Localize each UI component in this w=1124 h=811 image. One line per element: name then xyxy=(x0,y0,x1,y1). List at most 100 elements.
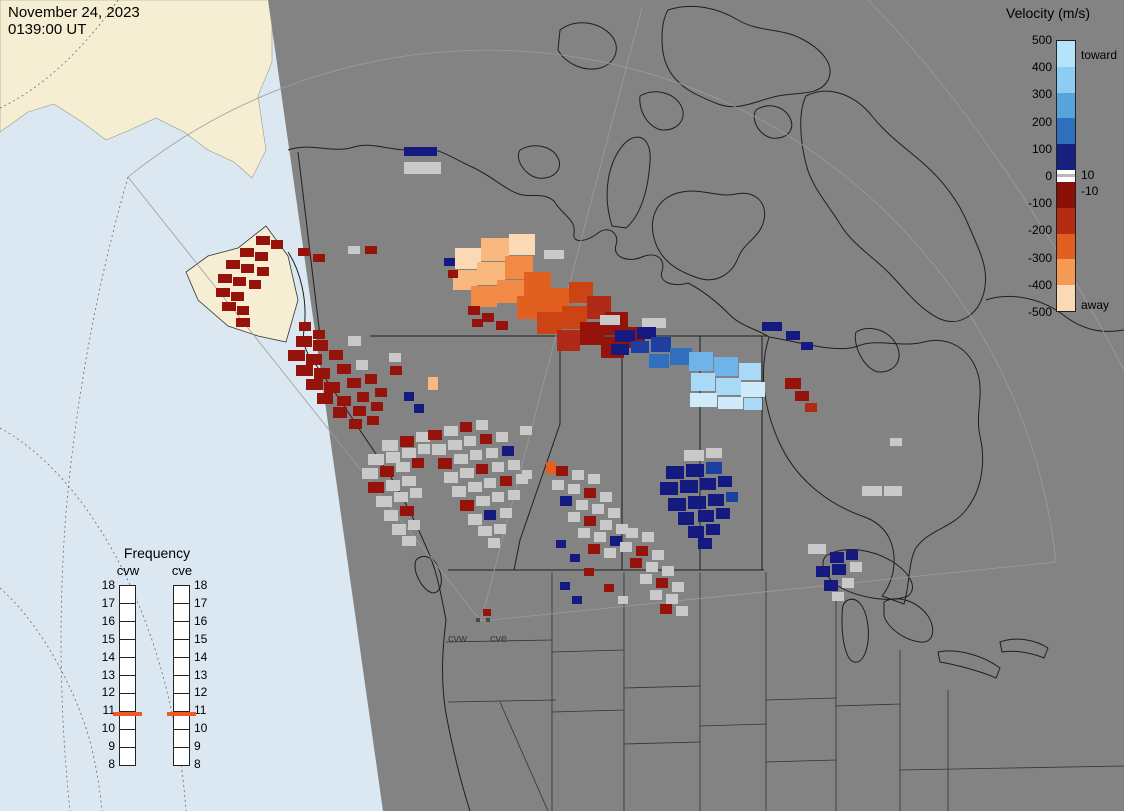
radar-cell xyxy=(313,330,325,339)
velocity-tick-label: -500 xyxy=(1027,305,1052,319)
radar-cell xyxy=(668,498,686,511)
radar-cell xyxy=(688,526,704,538)
radar-cell xyxy=(368,454,384,465)
radar-cell xyxy=(348,246,360,254)
radar-cell xyxy=(249,280,261,289)
radar-cell xyxy=(460,468,474,478)
radar-cell xyxy=(684,450,704,461)
radar-cell xyxy=(389,353,401,362)
radar-cell xyxy=(708,494,724,506)
radar-cell xyxy=(476,420,488,430)
radar-cell xyxy=(546,462,556,474)
radar-cell xyxy=(454,454,468,464)
radar-cell xyxy=(448,440,462,450)
radar-cell xyxy=(484,478,496,488)
radar-cell xyxy=(604,584,614,592)
radar-cell xyxy=(396,462,410,472)
velocity-tick-label: 100 xyxy=(1031,141,1052,156)
frequency-tick-line xyxy=(120,603,135,605)
frequency-tick-label: 10 xyxy=(101,721,115,736)
radar-cell xyxy=(568,512,580,522)
radar-cell xyxy=(718,476,732,487)
radar-cell xyxy=(337,364,351,374)
radar-cell xyxy=(400,436,414,447)
radar-cell xyxy=(444,472,458,483)
radar-cell xyxy=(808,544,826,554)
radar-cell xyxy=(762,322,782,331)
frequency-bar-cvw xyxy=(119,585,136,766)
colorbar-segment-toward xyxy=(1057,92,1075,119)
radar-cell xyxy=(471,286,497,307)
radar-cell xyxy=(594,532,606,542)
radar-cell xyxy=(786,331,800,340)
radar-site-label-cvw: cvw xyxy=(448,633,467,645)
radar-cell xyxy=(314,368,330,379)
colorbar-segment-toward xyxy=(1057,144,1075,170)
frequency-tick-line xyxy=(174,639,189,641)
frequency-tick-line xyxy=(120,639,135,641)
radar-site-marker xyxy=(486,618,490,622)
radar-cell xyxy=(884,486,902,496)
radar-cell xyxy=(718,397,743,409)
frequency-tick-line xyxy=(174,603,189,605)
radar-cell xyxy=(380,466,394,477)
radar-cell xyxy=(296,336,312,347)
radar-cell xyxy=(432,444,446,455)
frequency-column-cvw: cvw xyxy=(116,563,140,578)
radar-cell xyxy=(375,388,387,397)
radar-cell xyxy=(578,528,590,538)
timestamp: November 24, 2023 0139:00 UT xyxy=(8,4,140,38)
radar-cell xyxy=(421,147,437,156)
radar-cell xyxy=(231,292,244,301)
radar-cell xyxy=(651,337,671,352)
frequency-tick-label: 16 xyxy=(194,613,208,628)
radar-cell xyxy=(580,322,605,345)
frequency-tick-line xyxy=(120,692,135,694)
radar-cell xyxy=(832,592,844,601)
ground-scatter-band xyxy=(1057,173,1075,177)
frequency-tick-label: 12 xyxy=(194,685,208,700)
colorbar-segment-toward xyxy=(1057,66,1075,93)
radar-cell xyxy=(706,462,722,474)
radar-cell xyxy=(698,538,712,549)
frequency-tick-line xyxy=(174,728,189,730)
radar-cell xyxy=(741,382,765,397)
radar-cell xyxy=(649,354,669,368)
radar-cell xyxy=(496,321,508,330)
radar-cell xyxy=(414,404,424,413)
radar-cell xyxy=(257,267,269,276)
radar-cell xyxy=(472,319,483,327)
radar-cell xyxy=(552,480,564,490)
velocity-tick-label: 200 xyxy=(1031,114,1052,129)
radar-cell xyxy=(691,373,715,391)
radar-cell xyxy=(353,406,366,416)
radar-cell xyxy=(386,480,400,491)
velocity-tick-label: 400 xyxy=(1031,60,1052,75)
radar-cell xyxy=(402,476,416,486)
radar-cell xyxy=(600,520,612,530)
radar-cell xyxy=(656,578,668,588)
radar-cell xyxy=(317,393,333,404)
radar-cell xyxy=(636,546,648,556)
frequency-tick-line xyxy=(120,746,135,748)
frequency-tick-label: 10 xyxy=(194,721,208,736)
radar-cell xyxy=(422,162,441,174)
radar-cell xyxy=(256,236,270,245)
radar-cell xyxy=(631,341,649,353)
radar-cell xyxy=(404,147,421,156)
radar-cell xyxy=(222,302,236,311)
radar-cell xyxy=(362,468,378,479)
frequency-tick-line xyxy=(120,621,135,623)
radar-cell xyxy=(537,312,562,334)
toward-label: toward xyxy=(1081,48,1118,62)
radar-site-marker xyxy=(476,618,480,622)
radar-cell xyxy=(795,391,809,401)
radar-cell xyxy=(313,340,328,351)
radar-cell xyxy=(660,482,678,495)
radar-cell xyxy=(689,352,713,371)
radar-cell xyxy=(850,562,862,572)
colorbar-segment-toward xyxy=(1057,41,1075,67)
radar-cell xyxy=(584,488,596,498)
radar-cell xyxy=(618,596,628,604)
